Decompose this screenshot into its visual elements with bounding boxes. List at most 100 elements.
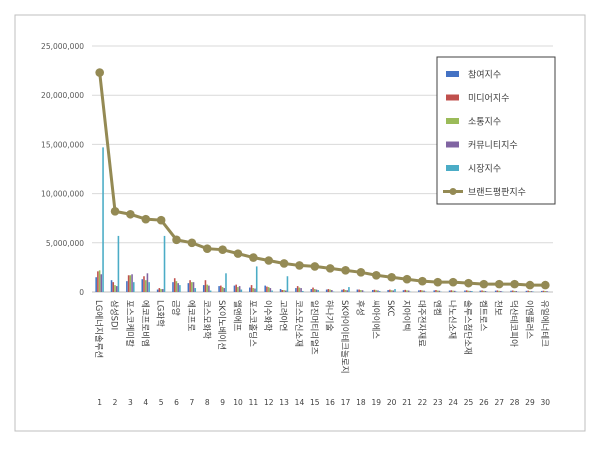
bar-시장지수 xyxy=(210,291,212,292)
line-point xyxy=(341,266,350,275)
bar-미디어지수 xyxy=(205,280,207,292)
bar-소통지수 xyxy=(283,290,285,292)
bar-참여지수 xyxy=(311,289,313,292)
bar-참여지수 xyxy=(218,286,220,292)
bar-참여지수 xyxy=(172,282,174,292)
bar-미디어지수 xyxy=(220,286,222,292)
x-rank-label: 24 xyxy=(448,398,458,407)
bar-소통지수 xyxy=(529,291,531,292)
bar-미디어지수 xyxy=(266,287,268,292)
bar-미디어지수 xyxy=(235,285,237,292)
bar-미디어지수 xyxy=(435,290,437,292)
bar-시장지수 xyxy=(225,273,227,292)
bar-참여지수 xyxy=(372,290,374,292)
bar-커뮤니티지수 xyxy=(500,291,502,292)
y-tick-label: 20,000,000 xyxy=(41,91,84,100)
x-rank-label: 19 xyxy=(372,398,382,407)
x-category-label: 포스코홀딩스 xyxy=(247,300,258,347)
x-category-label: 일진머티리얼즈 xyxy=(308,300,319,355)
x-rank-label: 5 xyxy=(159,398,164,407)
bar-소통지수 xyxy=(160,289,162,292)
legend-label: 브랜드평판지수 xyxy=(468,187,526,198)
line-point xyxy=(357,268,366,277)
line-point xyxy=(218,245,227,254)
bar-미디어지수 xyxy=(512,291,514,292)
bar-소통지수 xyxy=(498,291,500,292)
x-rank-label: 1 xyxy=(97,398,102,407)
x-rank-label: 15 xyxy=(310,398,320,407)
x-rank-label: 30 xyxy=(541,398,551,407)
bar-참여지수 xyxy=(280,289,282,292)
bar-시장지수 xyxy=(118,236,120,292)
legend-marker xyxy=(450,188,457,195)
legend-label: 소통지수 xyxy=(468,117,501,128)
line-point xyxy=(157,216,166,225)
x-rank-label: 9 xyxy=(220,398,225,407)
legend-label: 커뮤니티지수 xyxy=(468,140,518,151)
bar-미디어지수 xyxy=(343,289,345,292)
bar-커뮤니티지수 xyxy=(101,274,103,292)
bar-시장지수 xyxy=(317,290,319,292)
line-point xyxy=(510,280,519,289)
bar-커뮤니티지수 xyxy=(116,286,118,292)
bar-시장지수 xyxy=(379,291,381,292)
x-rank-label: 26 xyxy=(479,398,489,407)
x-rank-label: 3 xyxy=(128,398,133,407)
y-tick-label: 25,000,000 xyxy=(41,42,84,51)
line-point xyxy=(111,207,120,216)
bar-시장지수 xyxy=(102,147,104,292)
x-category-label: 코스모신소재 xyxy=(293,300,303,347)
x-category-label: 금양 xyxy=(170,300,181,316)
bar-미디어지수 xyxy=(404,290,406,292)
bar-참여지수 xyxy=(418,290,420,292)
line-point xyxy=(372,271,381,280)
bar-참여지수 xyxy=(203,285,205,292)
bar-미디어지수 xyxy=(97,271,99,292)
x-category-label: 유일에너테크 xyxy=(539,300,550,347)
bar-미디어지수 xyxy=(143,276,145,292)
bar-미디어지수 xyxy=(527,291,529,292)
bar-미디어지수 xyxy=(420,290,422,292)
x-rank-label: 23 xyxy=(433,398,443,407)
bar-미디어지수 xyxy=(389,290,391,292)
x-rank-label: 25 xyxy=(464,398,474,407)
line-point xyxy=(249,253,258,262)
line-point xyxy=(480,280,489,289)
bar-커뮤니티지수 xyxy=(423,291,425,292)
bar-참여지수 xyxy=(95,277,97,292)
bar-미디어지수 xyxy=(451,290,453,292)
bar-커뮤니티지수 xyxy=(362,290,364,292)
x-category-label: 엔켐 xyxy=(431,300,442,316)
line-point xyxy=(464,279,473,288)
bar-미디어지수 xyxy=(374,290,376,292)
x-category-label: 씨아이에스 xyxy=(370,300,381,339)
x-rank-label: 8 xyxy=(205,398,210,407)
bar-소통지수 xyxy=(514,291,516,292)
line-point xyxy=(203,244,212,253)
x-rank-label: 11 xyxy=(249,398,259,407)
x-category-label: 천보 xyxy=(493,300,504,316)
x-category-label: 지아이텍 xyxy=(401,300,412,331)
x-category-label: 고려아연 xyxy=(278,300,289,331)
x-category-label: 이엔플러스 xyxy=(523,300,534,339)
line-point xyxy=(433,278,442,287)
bar-커뮤니티지수 xyxy=(546,291,548,292)
x-rank-label: 22 xyxy=(418,398,428,407)
x-category-label: SK이노베이션 xyxy=(216,300,227,350)
bar-참여지수 xyxy=(403,290,405,292)
bar-소통지수 xyxy=(544,291,546,292)
bar-소통지수 xyxy=(391,290,393,292)
x-rank-label: 7 xyxy=(189,398,194,407)
x-category-label: 에코프로비엠 xyxy=(139,300,150,347)
x-rank-label: 12 xyxy=(264,398,274,407)
bar-미디어지수 xyxy=(481,290,483,292)
bar-커뮤니티지수 xyxy=(208,286,210,292)
line-point xyxy=(234,249,243,258)
line-point xyxy=(418,277,427,286)
bar-시장지수 xyxy=(471,291,473,292)
line-point xyxy=(541,281,550,290)
bar-커뮤니티지수 xyxy=(147,273,149,292)
bar-참여지수 xyxy=(526,291,528,292)
bar-소통지수 xyxy=(99,270,101,292)
